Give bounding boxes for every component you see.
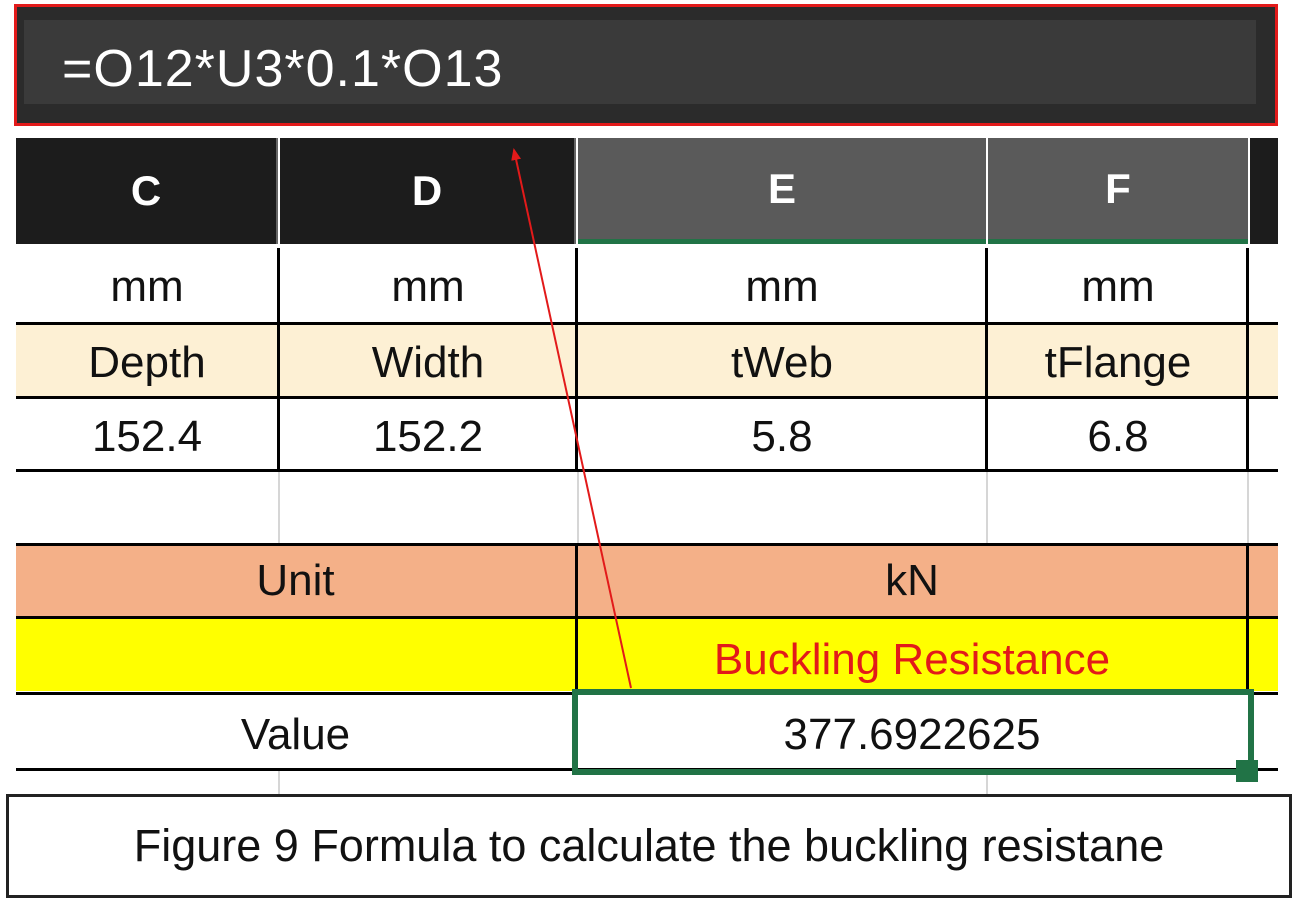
cell-unit-f[interactable]: mm bbox=[1081, 262, 1155, 311]
grid-line bbox=[277, 248, 280, 472]
title-row-bg bbox=[16, 619, 1278, 691]
cell-unit-c[interactable]: mm bbox=[110, 262, 184, 311]
grid-line bbox=[16, 469, 1278, 472]
figure-caption: Figure 9 Formula to calculate the buckli… bbox=[6, 794, 1292, 898]
cell-header-tflange[interactable]: tFlange bbox=[1044, 338, 1192, 387]
cell-value-tflange[interactable]: 6.8 bbox=[1087, 412, 1149, 461]
cell-result-value[interactable]: 377.6922625 bbox=[783, 710, 1041, 759]
grid-line bbox=[1246, 546, 1249, 694]
fill-handle[interactable] bbox=[1236, 760, 1258, 782]
grid-line bbox=[985, 248, 988, 472]
formula-input[interactable] bbox=[24, 20, 1256, 104]
cell-value-tweb[interactable]: 5.8 bbox=[751, 412, 813, 461]
cell-value-width[interactable]: 152.2 bbox=[372, 412, 484, 461]
cell-unit-d[interactable]: mm bbox=[391, 262, 465, 311]
cell-header-width[interactable]: Width bbox=[371, 338, 485, 387]
column-header-edge bbox=[1250, 138, 1278, 244]
grid-line bbox=[16, 396, 1278, 399]
grid-line bbox=[575, 248, 578, 472]
grid-line bbox=[577, 472, 579, 544]
grid-line bbox=[16, 616, 1278, 619]
cell-value-label[interactable]: Value bbox=[240, 710, 351, 759]
grid-line bbox=[16, 543, 1278, 546]
grid-line bbox=[278, 472, 280, 544]
selected-cell-border bbox=[572, 689, 1254, 775]
column-header-c[interactable]: C bbox=[16, 138, 278, 244]
cell-header-depth[interactable]: Depth bbox=[88, 338, 206, 387]
unit-row-bg bbox=[16, 546, 1278, 616]
header-row-bg bbox=[16, 324, 1278, 398]
column-header-f[interactable]: F bbox=[988, 138, 1248, 244]
column-header-e[interactable]: E bbox=[578, 138, 986, 244]
cell-buckling-title[interactable]: Buckling Resistance bbox=[713, 635, 1111, 684]
column-header-d[interactable]: D bbox=[280, 138, 576, 244]
cell-header-tweb[interactable]: tWeb bbox=[731, 338, 833, 387]
grid-line bbox=[1247, 472, 1249, 544]
grid-line bbox=[278, 771, 280, 795]
formula-text: =O12*U3*0.1*O13 bbox=[62, 40, 504, 98]
grid-line bbox=[575, 546, 578, 772]
cell-unit-kn[interactable]: kN bbox=[885, 556, 939, 605]
grid-line bbox=[16, 322, 1278, 325]
cell-value-depth[interactable]: 152.4 bbox=[91, 412, 203, 461]
grid-line bbox=[986, 771, 988, 795]
cell-unit-label[interactable]: Unit bbox=[256, 556, 335, 605]
grid-line bbox=[1246, 248, 1249, 472]
grid-line bbox=[986, 472, 988, 544]
cell-unit-e[interactable]: mm bbox=[745, 262, 819, 311]
